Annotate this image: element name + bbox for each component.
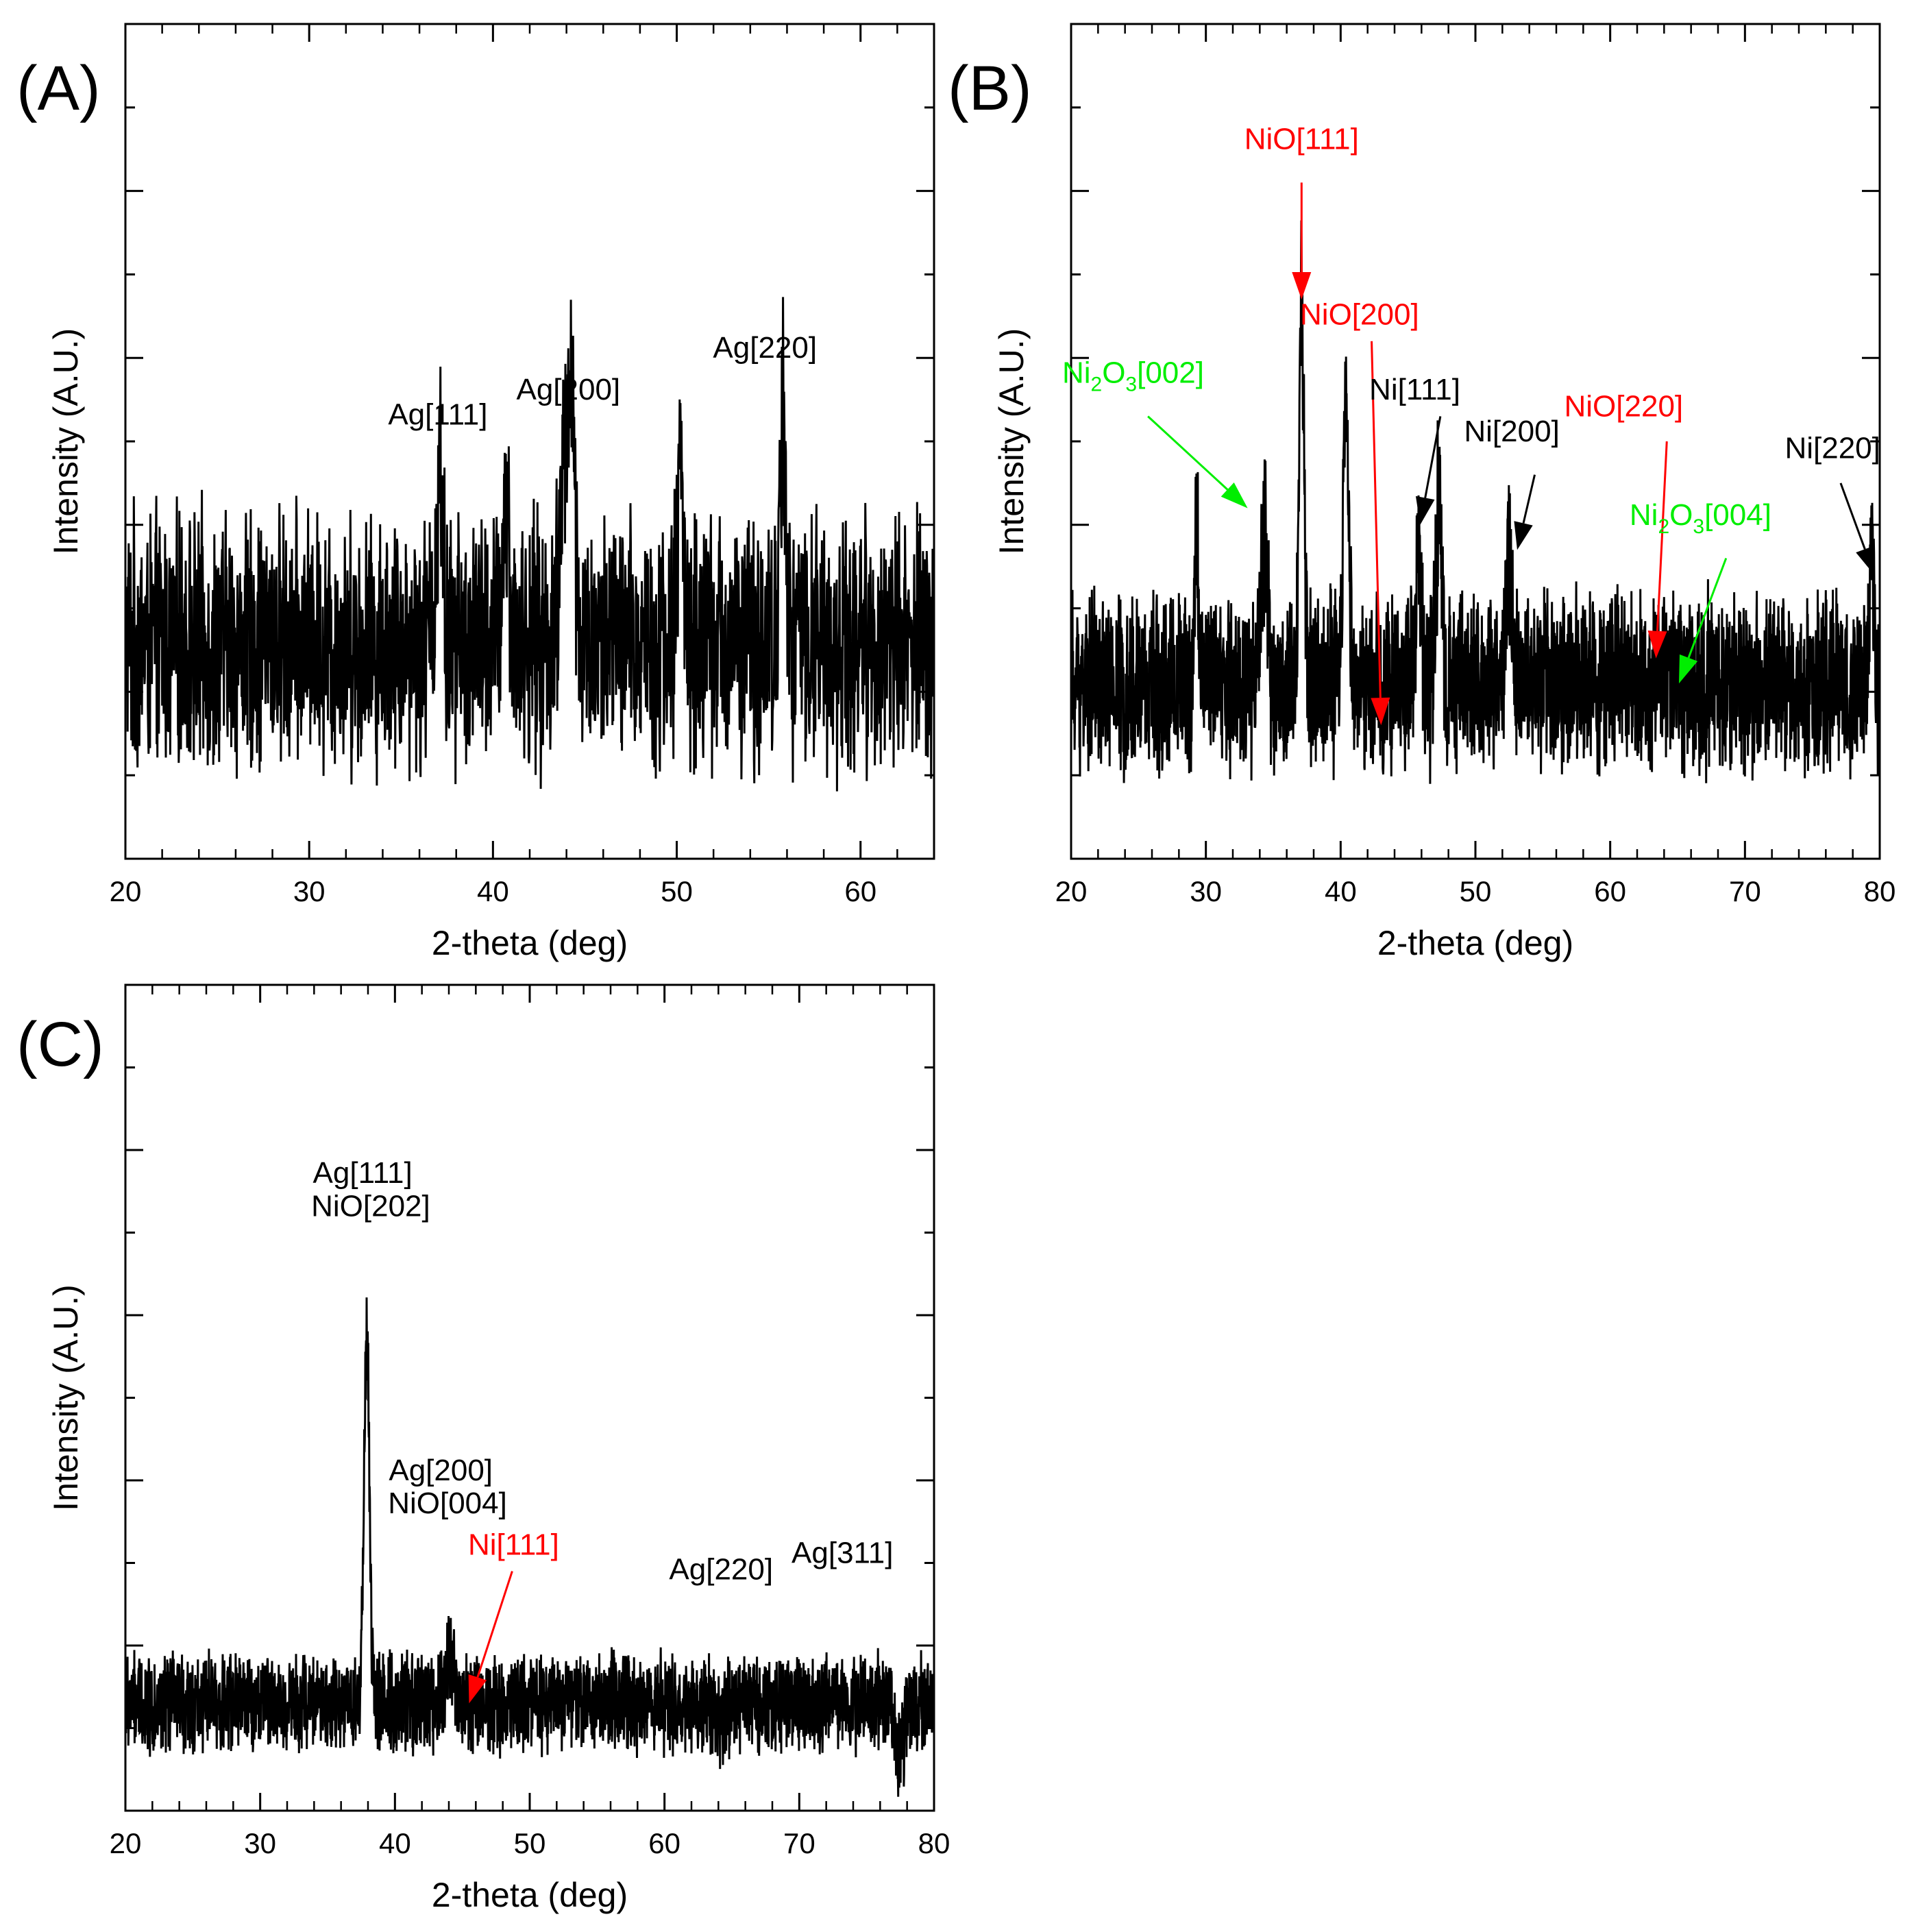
annotation-arrow-line (1839, 482, 1866, 550)
panel-b: 20 30 40 50 60 70 80 2-theta (deg) Intensity (A.… (948, 23, 1896, 962)
x-axis-title: 2-theta (deg) (432, 924, 628, 962)
x-tick-label: 30 (244, 1827, 276, 1859)
y-axis-title: Intensity (A.U.) (992, 328, 1031, 555)
peak-label: Ag[311] (792, 1537, 893, 1570)
peak-label: Ni[200] (1464, 415, 1559, 448)
subscript: 2 (1658, 515, 1669, 538)
x-tick-label: 20 (1055, 875, 1088, 907)
x-axis-title: 2-theta (deg) (1377, 924, 1573, 962)
y-axis-title: Intensity (A.U.) (47, 328, 85, 555)
peak-label: NiO[111] (1244, 123, 1359, 156)
peak-label: NiO[004] (388, 1487, 507, 1520)
annotation-arrow-head (1856, 546, 1875, 575)
peak-label: Ag[111] (313, 1156, 413, 1190)
annotation-arrow-line (1147, 415, 1229, 491)
panel-c: 20 30 40 50 60 70 80 2-theta (deg) Intensity (A.… (16, 983, 950, 1914)
data-trace (1071, 220, 1880, 784)
peak-label: NiO[200] (1300, 297, 1419, 331)
subscript: 2 (1091, 374, 1103, 396)
x-tick-label: 20 (110, 1827, 142, 1859)
data-trace (125, 1297, 934, 1797)
annotation-arrow-line (1656, 441, 1668, 631)
x-tick-label: 40 (379, 1827, 411, 1859)
x-tick-label: 60 (844, 875, 876, 907)
x-tick-label: 30 (1190, 875, 1222, 907)
peak-label: Ni2O3[002] (1062, 356, 1204, 396)
annotation-arrow-line (1371, 341, 1382, 698)
peak-label: Ag[220] (713, 331, 817, 365)
label-part: Ni (1062, 356, 1091, 390)
annotation-arrow-head (1647, 631, 1667, 659)
label-part: Ni (1630, 498, 1658, 532)
x-tick-label: 20 (110, 875, 142, 907)
label-part: O (1669, 498, 1693, 532)
panel-a: 20 30 40 50 60 2-theta (deg) Intensity (A.U.) (… (16, 23, 935, 962)
annotation-arrow-line (1424, 416, 1442, 498)
peak-label: Ag[220] (669, 1553, 773, 1587)
annotation-arrow-head (1415, 496, 1435, 525)
peak-label: Ni[220] (1784, 431, 1880, 465)
subscript: 3 (1125, 374, 1137, 396)
peak-label: Ni[111] (1369, 373, 1460, 406)
annotation-arrow-head (1514, 521, 1533, 550)
annotation-arrow-head (1220, 482, 1248, 509)
panel-label: (B) (948, 53, 1032, 123)
annotation-arrow-line (1687, 557, 1728, 659)
x-tick-label: 40 (1325, 875, 1357, 907)
panel-label: (A) (16, 53, 101, 123)
peak-label: Ag[200] (389, 1454, 493, 1487)
data-trace (125, 297, 934, 792)
peak-label: Ni[111] (468, 1528, 559, 1561)
label-part: [002] (1137, 356, 1204, 390)
subscript: 3 (1693, 515, 1704, 538)
label-part: O (1102, 356, 1125, 390)
peak-label: Ag[200] (516, 373, 620, 406)
annotation-arrow-head (1371, 697, 1390, 726)
peak-label: Ni2O3[004] (1630, 498, 1771, 538)
x-tick-label: 80 (1864, 875, 1896, 907)
annotation-arrow-head (1292, 271, 1312, 299)
x-tick-label: 50 (514, 1827, 546, 1859)
x-tick-label: 40 (477, 875, 509, 907)
peak-label: Ag[111] (388, 398, 487, 432)
annotation-arrow-line (476, 1571, 513, 1678)
x-tick-label: 50 (661, 875, 693, 907)
annotation-arrow-head (468, 1674, 487, 1704)
annotation-arrow-line (1522, 474, 1536, 524)
annotation-arrow-head (1678, 654, 1698, 684)
x-axis-title: 2-theta (deg) (432, 1876, 628, 1914)
x-tick-label: 30 (293, 875, 326, 907)
peak-label: NiO[220] (1565, 389, 1684, 423)
label-part: [004] (1704, 498, 1771, 532)
y-axis-title: Intensity (A.U.) (47, 1284, 85, 1511)
panel-label: (C) (16, 1010, 104, 1079)
x-tick-label: 60 (648, 1827, 680, 1859)
x-tick-label: 70 (1729, 875, 1761, 907)
x-tick-label: 50 (1460, 875, 1492, 907)
x-tick-label: 80 (918, 1827, 950, 1859)
peak-label: NiO[202] (311, 1189, 430, 1223)
x-tick-label: 70 (783, 1827, 815, 1859)
x-tick-label: 60 (1594, 875, 1626, 907)
